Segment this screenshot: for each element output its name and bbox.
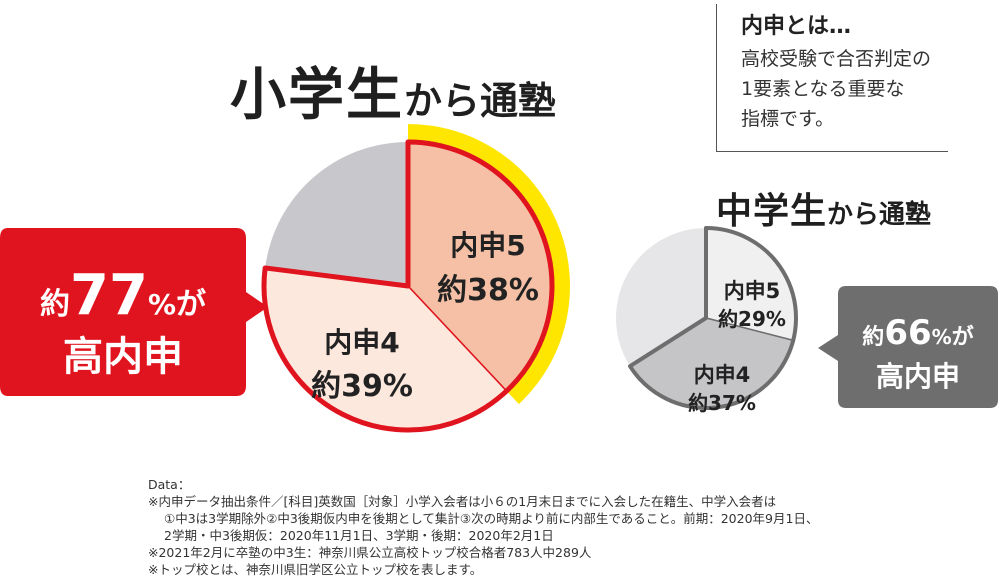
definition-line: 指標です。: [741, 108, 835, 130]
junior-callout: 約66%が 高内申: [818, 286, 998, 408]
charts-canvas: 内申5 約38% 内申4 約39% 約77%が 高内申 内申5 約29% 内申4…: [0, 124, 998, 433]
definition-line: 高校受験で合否判定の: [741, 48, 932, 70]
high-naishin-outline: [261, 139, 555, 433]
callout-prefix: 約: [40, 287, 70, 322]
note-line: ※内申データ抽出条件／[科目]英数国［対象］小学入会者は小６の1月末日までに入会…: [148, 494, 777, 509]
pie-slice-other: [265, 142, 408, 286]
callout-rate: 約66%が: [862, 313, 973, 353]
callout-unit: %: [148, 288, 176, 321]
primary-pie-chart: 内申5 約38% 内申4 約39%: [261, 124, 571, 433]
junior-chart-title: 中学生から通塾: [716, 182, 931, 234]
slice-label-naishin5: 内申5: [724, 279, 781, 303]
slice-value-naishin5: 約29%: [718, 307, 786, 331]
definition-title: 内申とは…: [741, 14, 852, 39]
data-notes: Data： ※内申データ抽出条件／[科目]英数国［対象］小学入会者は小６の1月末…: [148, 476, 908, 578]
callout-prefix: 約: [862, 324, 884, 350]
definition-box: 内申とは… 高校受験で合否判定の 1要素となる重要な 指標です。: [716, 4, 948, 152]
callout-rate: 約77%が: [40, 263, 206, 328]
slice-value-naishin4: 約39%: [311, 369, 413, 404]
note-line: Data：: [148, 477, 191, 492]
slice-label-naishin4: 内申4: [694, 363, 751, 387]
callout-line2: 高内申: [876, 360, 960, 393]
callout-unit: %: [932, 325, 952, 349]
slice-value-naishin5: 約38%: [437, 273, 539, 308]
callout-number: 77: [70, 263, 148, 328]
callout-suffix: が: [952, 324, 974, 350]
note-line: ※トップ校とは、神奈川県旧学区公立トップ校を表します。: [148, 562, 483, 577]
note-line: 2学期・中3後期仮：2020年11月1日、3学期・後期：2020年2月1日: [164, 528, 554, 543]
callout-suffix: が: [176, 287, 206, 322]
junior-title-sub: から通塾: [827, 200, 932, 230]
callout-line2: 高内申: [63, 334, 183, 380]
highlight-arc: [408, 124, 571, 405]
callout-bubble: [0, 228, 268, 396]
high-naishin-outline: [628, 226, 798, 410]
primary-title-main: 小学生: [230, 63, 404, 128]
junior-title-main: 中学生: [716, 191, 828, 232]
primary-callout: 約77%が 高内申: [0, 228, 268, 396]
slice-label-naishin4: 内申4: [324, 326, 399, 359]
slice-value-naishin4: 約37%: [688, 391, 756, 415]
slice-label-naishin5: 内申5: [450, 229, 525, 262]
note-line: ※2021年2月に卒塾の中3生：神奈川県公立高校トップ校合格者783人中289人: [148, 545, 592, 560]
callout-bubble: [818, 286, 998, 408]
primary-chart-title: 小学生から通塾: [230, 50, 556, 131]
primary-title-sub: から通塾: [404, 79, 557, 123]
definition-line: 1要素となる重要な: [741, 78, 905, 100]
note-line: ①中3は3学期除外②中3後期仮内申を後期として集計③次の時期より前に内部生である…: [164, 511, 819, 526]
junior-pie-chart: 内申5 約29% 内申4 約37%: [616, 226, 798, 415]
definition-body: 高校受験で合否判定の 1要素となる重要な 指標です。: [741, 44, 948, 134]
callout-number: 66: [884, 313, 931, 353]
